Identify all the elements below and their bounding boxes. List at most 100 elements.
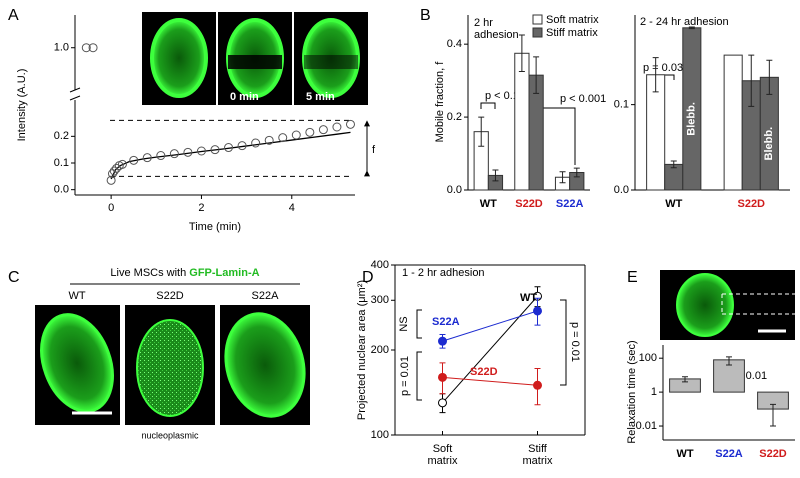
error-bar bbox=[573, 167, 580, 178]
data-point bbox=[196, 146, 206, 156]
y-tick-label: 0.2 bbox=[447, 111, 462, 123]
panel-letter: E bbox=[627, 269, 638, 286]
data-point bbox=[438, 372, 447, 382]
error-bar bbox=[559, 171, 566, 184]
x-tick-label: Stiff matrix bbox=[522, 443, 553, 467]
title-part: GFP-Lamin-A bbox=[189, 267, 259, 279]
data-point bbox=[332, 122, 342, 132]
y-tick-label: 0.1 bbox=[614, 99, 629, 111]
panel-title: Live MSCs with GFP-Lamin-A bbox=[110, 267, 259, 279]
error-bar bbox=[748, 54, 755, 107]
bracket bbox=[480, 102, 496, 109]
x-tick-label: 4 bbox=[289, 202, 295, 214]
y-axis-label: Mobile fraction, f bbox=[434, 61, 446, 143]
annotation: p = 0.01 bbox=[569, 322, 581, 362]
annotation: f bbox=[372, 144, 376, 156]
error-bar bbox=[652, 57, 659, 93]
y-axis-label: Relaxation time (sec) bbox=[626, 340, 638, 443]
legend-label: Soft matrix bbox=[546, 14, 599, 26]
caption: nucleoplasmic bbox=[141, 430, 199, 440]
bar-label: Blebb. bbox=[686, 102, 698, 136]
annotation: 1 - 2 hr adhesion bbox=[402, 267, 485, 279]
x-axis-label: Time (min) bbox=[189, 221, 241, 233]
x-tick-label: S22A bbox=[715, 448, 743, 460]
nucleus bbox=[676, 273, 734, 337]
series-label: WT bbox=[520, 292, 537, 304]
fit-line bbox=[110, 131, 351, 180]
bracket bbox=[560, 299, 567, 386]
series-line bbox=[442, 310, 538, 342]
data-point bbox=[438, 336, 447, 346]
annotation: p < 0.1 bbox=[485, 90, 519, 102]
y-axis-label: Projected nuclear area (μm²) bbox=[356, 280, 368, 420]
panel-letter: A bbox=[8, 7, 19, 24]
data-point bbox=[251, 138, 261, 148]
bar-label: Blebb. bbox=[763, 127, 775, 161]
x-tick-label: S22A bbox=[556, 198, 584, 210]
bracket bbox=[416, 309, 422, 339]
y-tick-label: 200 bbox=[371, 344, 389, 356]
frap-images: 0 min 5 min bbox=[142, 12, 368, 105]
nucleus bbox=[136, 319, 204, 417]
y-tick-label: 100 bbox=[371, 429, 389, 441]
y-tick-label: 0.01 bbox=[636, 420, 657, 432]
series-line bbox=[442, 376, 538, 386]
panel-letter: D bbox=[362, 269, 374, 286]
aspiration-outline bbox=[721, 293, 795, 315]
x-tick-label: S22D bbox=[515, 198, 543, 210]
error-bar bbox=[492, 169, 499, 182]
error-bar bbox=[533, 56, 540, 94]
error-bar bbox=[478, 116, 485, 147]
bracket bbox=[416, 351, 422, 401]
y-tick-label: 1 bbox=[651, 386, 657, 398]
x-tick-label: WT bbox=[665, 198, 682, 210]
nucleus bbox=[224, 312, 306, 418]
legend-swatch bbox=[532, 27, 543, 38]
data-point bbox=[264, 135, 274, 145]
annotation: NS bbox=[398, 316, 410, 331]
error-bar bbox=[518, 34, 525, 73]
series-label: S22A bbox=[432, 316, 460, 328]
y-tick-label: 0.2 bbox=[54, 130, 69, 142]
annotation: 2 - 24 hr adhesion bbox=[640, 16, 729, 28]
y-tick-label: 400 bbox=[371, 259, 389, 271]
data-point bbox=[438, 398, 447, 408]
y-axis-label: Intensity (A.U.) bbox=[16, 69, 28, 142]
data-point bbox=[224, 143, 234, 153]
data-point bbox=[106, 175, 116, 185]
data-point bbox=[169, 149, 179, 159]
error-bar bbox=[670, 160, 677, 169]
annotation: adhesion bbox=[474, 29, 519, 41]
data-point bbox=[81, 43, 91, 53]
series-label: S22D bbox=[470, 366, 498, 378]
data-point bbox=[318, 125, 328, 135]
annotation: p < 0.001 bbox=[560, 93, 606, 105]
bar bbox=[514, 52, 530, 191]
error-bar bbox=[726, 356, 732, 366]
error-bar bbox=[688, 26, 695, 30]
x-tick-label: WT bbox=[480, 198, 497, 210]
data-point bbox=[109, 166, 119, 176]
y-tick-label: 100 bbox=[639, 352, 657, 364]
y-tick-label: 0.0 bbox=[447, 184, 462, 196]
image-label: 0 min bbox=[230, 91, 259, 103]
bleach-band bbox=[304, 55, 358, 69]
annotation: p = 0.01 bbox=[399, 356, 411, 396]
y-tick-label: 0.0 bbox=[54, 184, 69, 196]
x-tick-label: 2 bbox=[198, 202, 204, 214]
error-bar bbox=[682, 376, 688, 383]
data-point bbox=[305, 127, 315, 137]
y-tick-label: 1.0 bbox=[54, 42, 69, 54]
annotation: p = 0.03 bbox=[643, 62, 683, 74]
axis-break bbox=[69, 87, 81, 101]
data-point bbox=[156, 151, 166, 161]
nucleus bbox=[150, 18, 208, 98]
image-label: S22A bbox=[252, 290, 280, 302]
data-point bbox=[345, 119, 355, 129]
panel-letter: B bbox=[420, 7, 431, 24]
bar bbox=[723, 54, 743, 191]
image-label: S22D bbox=[156, 290, 184, 302]
nucleus bbox=[40, 313, 114, 413]
